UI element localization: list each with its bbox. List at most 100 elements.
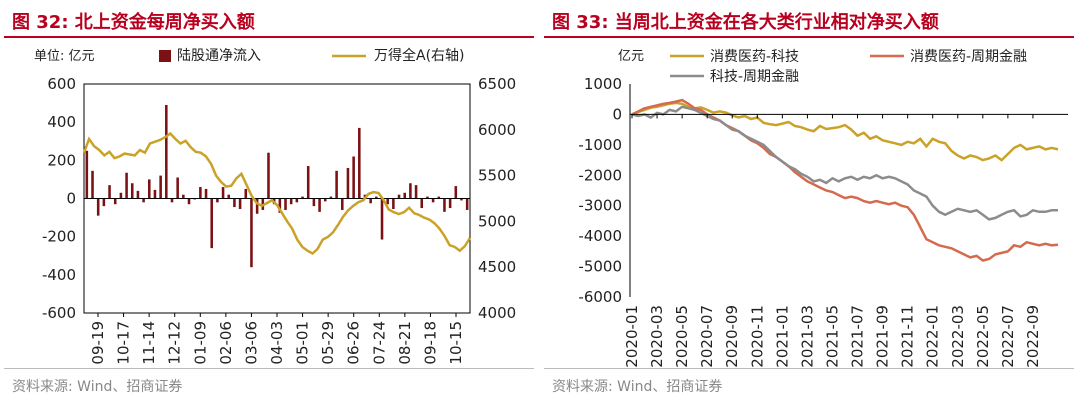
- y-tick-label-left: -200: [42, 228, 76, 246]
- y-tick-label-left: 600: [47, 75, 76, 93]
- legend-label-bar: 陆股通净流入: [177, 48, 261, 64]
- line-series-0: [631, 101, 1059, 162]
- x-tick-label: 2022-07: [999, 305, 1017, 368]
- bar: [397, 194, 401, 199]
- bar: [312, 198, 316, 207]
- bar: [96, 198, 100, 216]
- bar: [85, 150, 89, 199]
- bar: [420, 198, 424, 209]
- chart-title: 图 32: 北上资金每周净买入额: [12, 12, 255, 33]
- source-divider: [4, 368, 534, 369]
- y-tick-label-left: -600: [42, 304, 76, 322]
- legend-label-1: 消费医药-周期金融: [910, 49, 1027, 65]
- bar: [170, 198, 174, 203]
- x-tick-label: 11-14: [140, 321, 158, 365]
- bar: [221, 187, 225, 199]
- legend-label-0: 消费医药-科技: [710, 49, 799, 65]
- bar: [125, 172, 128, 199]
- bar: [289, 198, 293, 205]
- x-tick-label: 01-09: [191, 321, 209, 365]
- bar: [341, 198, 344, 210]
- x-tick-label: 2022-03: [949, 305, 967, 368]
- bar: [426, 196, 429, 199]
- bar: [130, 183, 134, 199]
- x-tick-label: 10-15: [447, 321, 465, 365]
- x-tick-label: 2020-03: [648, 305, 666, 368]
- bar: [159, 175, 162, 199]
- line-series-2: [631, 105, 1058, 221]
- bar: [153, 189, 157, 199]
- bar: [375, 196, 378, 199]
- bar: [165, 104, 168, 199]
- bar: [392, 198, 395, 209]
- x-tick-label: 02-06: [217, 321, 235, 365]
- legend-label-line: 万得全A(右轴): [374, 47, 465, 64]
- bar-line-chart: -600 -400 -200 0 200 400 600 4000 4500 5000 5500 60…: [34, 47, 516, 365]
- unit-label: 亿元: [618, 49, 644, 64]
- bar: [204, 188, 208, 199]
- title-bar: 图 33: 当周北上资金在各大类行业相对净买入额: [544, 4, 1074, 38]
- bar: [352, 156, 355, 199]
- y-tick-label: 0: [612, 105, 622, 123]
- x-tick-label: 2021-09: [874, 305, 892, 368]
- x-tick-label: 2020-09: [723, 305, 741, 368]
- y-tick-label-left: 400: [47, 113, 76, 131]
- x-tick-label: 2021-05: [823, 305, 841, 368]
- bar: [306, 166, 310, 199]
- bar: [182, 194, 185, 199]
- x-tick-label: 09-19: [89, 321, 107, 365]
- bar: [233, 198, 236, 208]
- x-tick-label: 10-17: [115, 321, 133, 365]
- x-tick-label: 2022-05: [974, 305, 992, 368]
- bar: [448, 198, 452, 209]
- bar: [284, 198, 287, 210]
- bar: [227, 194, 231, 199]
- bar: [113, 198, 117, 205]
- bar: [295, 198, 299, 203]
- bar: [119, 192, 123, 199]
- source-note: 资料来源: Wind、招商证券: [12, 379, 183, 395]
- legend-swatch-bar: [159, 50, 171, 62]
- bar: [199, 187, 202, 199]
- y-tick-label-right: 4000: [478, 304, 516, 322]
- x-tick-label: 2020-05: [673, 305, 691, 368]
- y-tick-label: -1000: [578, 136, 622, 154]
- bar: [176, 177, 179, 199]
- bar: [409, 183, 412, 199]
- x-tick-label: 2022-01: [924, 305, 942, 368]
- x-tick-label: 06-26: [345, 321, 363, 365]
- bar: [323, 198, 327, 202]
- legend-label-2: 科技-周期金融: [710, 69, 799, 85]
- y-tick-label: -2000: [578, 166, 622, 184]
- bar: [443, 198, 446, 212]
- x-tick-label: 08-21: [396, 321, 414, 365]
- bar: [142, 198, 145, 203]
- bar: [335, 170, 338, 199]
- bar: [454, 186, 458, 199]
- title-bar: 图 32: 北上资金每周净买入额: [4, 4, 534, 38]
- bar: [210, 198, 213, 249]
- bar: [255, 198, 259, 214]
- bar: [437, 196, 441, 199]
- bar: [358, 127, 361, 199]
- bar: [102, 198, 106, 207]
- y-tick-label-left: -400: [42, 266, 76, 284]
- bar: [386, 198, 389, 205]
- x-tick-label: 2022-09: [1024, 305, 1042, 368]
- x-tick-label: 09-18: [421, 321, 439, 365]
- bar: [250, 198, 253, 268]
- bar: [216, 198, 219, 203]
- y-tick-label-left: 0: [66, 190, 76, 208]
- y-tick-label: -3000: [578, 197, 622, 215]
- line-series-wind-a: [82, 131, 472, 256]
- x-tick-label: 05-29: [319, 321, 337, 365]
- bar: [460, 198, 463, 201]
- multi-line-chart: -6000 -5000 -4000 -3000 -2000 -1000 0 1000 2020-…: [578, 49, 1068, 368]
- bar: [108, 185, 111, 199]
- bar: [136, 190, 140, 199]
- bar: [403, 192, 406, 199]
- bar: [380, 198, 384, 240]
- source-divider: [544, 368, 1074, 369]
- x-tick-label: 2021-11: [899, 305, 917, 368]
- bar: [465, 198, 469, 210]
